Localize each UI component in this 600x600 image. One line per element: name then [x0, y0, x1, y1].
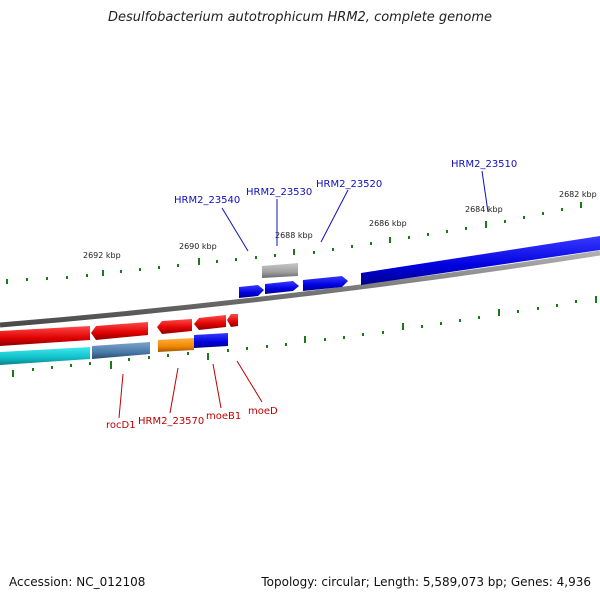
- gene-label-reverse[interactable]: moeB1: [206, 411, 241, 422]
- scale-label: 2688 kbp: [275, 231, 313, 240]
- gene-label-forward[interactable]: HRM2_23540: [174, 195, 240, 206]
- gene-label-forward[interactable]: HRM2_23510: [451, 159, 517, 170]
- scale-label: 2686 kbp: [369, 219, 407, 228]
- gene-arrow-reverse[interactable]: [194, 315, 226, 330]
- top-label-leaders: [221, 170, 489, 252]
- scale-label: 2684 kbp: [465, 205, 503, 214]
- topology-label: Topology: circular; Length: 5,589,073 bp…: [261, 575, 591, 589]
- gene-arrow-forward[interactable]: [361, 236, 600, 285]
- scale-label: 2690 kbp: [179, 242, 217, 251]
- gene-label-reverse[interactable]: rocD1: [106, 420, 136, 431]
- gene-arrow-reverse[interactable]: [227, 314, 238, 327]
- gene-arrow-reverse[interactable]: [0, 326, 90, 346]
- gene-arrow-forward[interactable]: [265, 281, 299, 294]
- gene-label-forward[interactable]: HRM2_23530: [246, 187, 312, 198]
- function-track-segment[interactable]: [92, 342, 150, 359]
- gene-label-reverse[interactable]: moeD: [248, 406, 278, 417]
- inner-tick-ring: [12, 296, 597, 377]
- gene-arrow-forward[interactable]: [239, 285, 264, 298]
- gene-arrow-forward[interactable]: [303, 276, 348, 291]
- function-track-segment[interactable]: [158, 338, 194, 352]
- function-track-segment[interactable]: [194, 333, 228, 348]
- gene-arrow-forward[interactable]: [262, 263, 298, 278]
- map-title: Desulfobacterium autotrophicum HRM2, com…: [107, 10, 493, 25]
- gene-arrow-reverse[interactable]: [157, 319, 192, 334]
- accession-label: Accession: NC_012108: [9, 575, 146, 589]
- bottom-label-leaders: [118, 360, 263, 419]
- scale-label: 2682 kbp: [559, 190, 597, 199]
- scale-label: 2692 kbp: [83, 251, 121, 260]
- gene-label-reverse[interactable]: HRM2_23570: [138, 416, 204, 427]
- outer-tick-ring: [6, 202, 582, 284]
- function-track-segment[interactable]: [0, 347, 90, 365]
- genome-backbone: [0, 250, 600, 328]
- gene-label-forward[interactable]: HRM2_23520: [316, 179, 382, 190]
- gene-arrow-reverse[interactable]: [91, 322, 148, 340]
